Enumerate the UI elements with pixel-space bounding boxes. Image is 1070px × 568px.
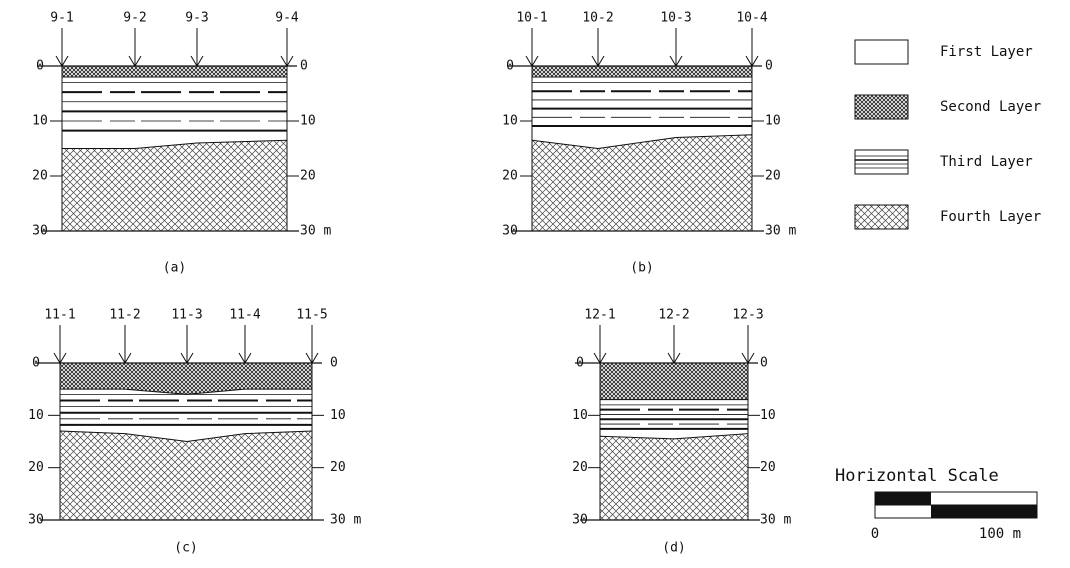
borehole-arrow: [745, 28, 759, 67]
depth-label: 0: [330, 356, 338, 371]
borehole-label: 10-3: [660, 11, 691, 26]
scale-end: 100 m: [979, 526, 1021, 542]
borehole-label: 12-2: [658, 308, 689, 323]
borehole-arrow: [591, 28, 605, 67]
borehole-arrow: [593, 325, 607, 364]
scale-black: [931, 505, 1037, 518]
depth-label: 20: [32, 169, 48, 184]
legend-swatch: [854, 94, 909, 120]
panel-label: (d): [662, 541, 685, 556]
depth-label: 0: [506, 59, 514, 74]
legend-label: Fourth Layer: [940, 209, 1041, 225]
second-layer: [59, 362, 313, 395]
depth-label: 30 m: [300, 224, 331, 239]
borehole-label: 11-5: [296, 308, 327, 323]
scale-start: 0: [871, 526, 879, 542]
depth-label: 30: [502, 224, 518, 239]
borehole-label: 9-4: [275, 11, 299, 26]
depth-label: 10: [765, 114, 781, 129]
depth-label: 30 m: [760, 513, 791, 528]
borehole-label: 12-3: [732, 308, 763, 323]
borehole-arrow: [55, 28, 69, 67]
borehole-label: 9-2: [123, 11, 146, 26]
borehole-arrow: [118, 325, 132, 364]
borehole-arrow: [305, 325, 319, 364]
borehole-arrow: [190, 28, 204, 67]
borehole-label: 10-4: [736, 11, 767, 26]
depth-label: 30 m: [330, 513, 361, 528]
borehole-arrow: [238, 325, 252, 364]
scale-black: [875, 492, 931, 505]
depth-label: 20: [300, 169, 316, 184]
borehole-arrow: [53, 325, 67, 364]
borehole-label: 12-1: [584, 308, 615, 323]
borehole-arrow: [525, 28, 539, 67]
borehole-label: 9-3: [185, 11, 208, 26]
depth-label: 0: [765, 59, 773, 74]
depth-label: 20: [28, 460, 44, 475]
scale-title: Horizontal Scale: [835, 466, 999, 486]
legend-swatch: [854, 39, 909, 65]
fourth-layer: [531, 134, 753, 232]
legend-swatch: [854, 204, 909, 230]
depth-label: 0: [36, 59, 44, 74]
depth-label: 20: [765, 169, 781, 184]
legend-label: Third Layer: [940, 154, 1033, 170]
borehole-arrow: [128, 28, 142, 67]
depth-label: 0: [760, 356, 768, 371]
borehole-label: 11-3: [171, 308, 202, 323]
depth-label: 10: [330, 408, 346, 423]
legend-label: First Layer: [940, 44, 1033, 60]
depth-label: 10: [32, 114, 48, 129]
depth-label: 20: [330, 460, 346, 475]
depth-label: 20: [572, 460, 588, 475]
depth-label: 30: [28, 513, 44, 528]
depth-label: 10: [28, 408, 44, 423]
depth-label: 10: [502, 114, 518, 129]
fourth-layer: [599, 433, 749, 521]
borehole-arrow: [669, 28, 683, 67]
legend-swatch: [854, 149, 909, 175]
borehole-label: 11-1: [44, 308, 75, 323]
second-layer: [599, 362, 749, 401]
panel-label: (c): [174, 541, 197, 556]
borehole-label: 10-2: [582, 11, 613, 26]
borehole-label: 9-1: [50, 11, 73, 26]
borehole-arrow: [180, 325, 194, 364]
depth-label: 0: [300, 59, 308, 74]
borehole-label: 10-1: [516, 11, 547, 26]
panel-label: (b): [630, 261, 653, 276]
fourth-layer: [61, 139, 288, 232]
borehole-arrow: [741, 325, 755, 364]
depth-label: 10: [572, 408, 588, 423]
legend-label: Second Layer: [940, 99, 1041, 115]
depth-label: 30: [572, 513, 588, 528]
second-layer: [531, 65, 753, 78]
borehole-label: 11-4: [229, 308, 260, 323]
borehole-label: 11-2: [109, 308, 140, 323]
depth-label: 10: [300, 114, 316, 129]
depth-label: 10: [760, 408, 776, 423]
fourth-layer: [59, 430, 313, 521]
depth-label: 0: [576, 356, 584, 371]
depth-label: 20: [760, 460, 776, 475]
panel-label: (a): [163, 261, 186, 276]
depth-label: 30 m: [765, 224, 796, 239]
borehole-arrow: [667, 325, 681, 364]
borehole-arrow: [280, 28, 294, 67]
depth-label: 20: [502, 169, 518, 184]
second-layer: [61, 65, 288, 78]
depth-label: 30: [32, 224, 48, 239]
depth-label: 0: [32, 356, 40, 371]
